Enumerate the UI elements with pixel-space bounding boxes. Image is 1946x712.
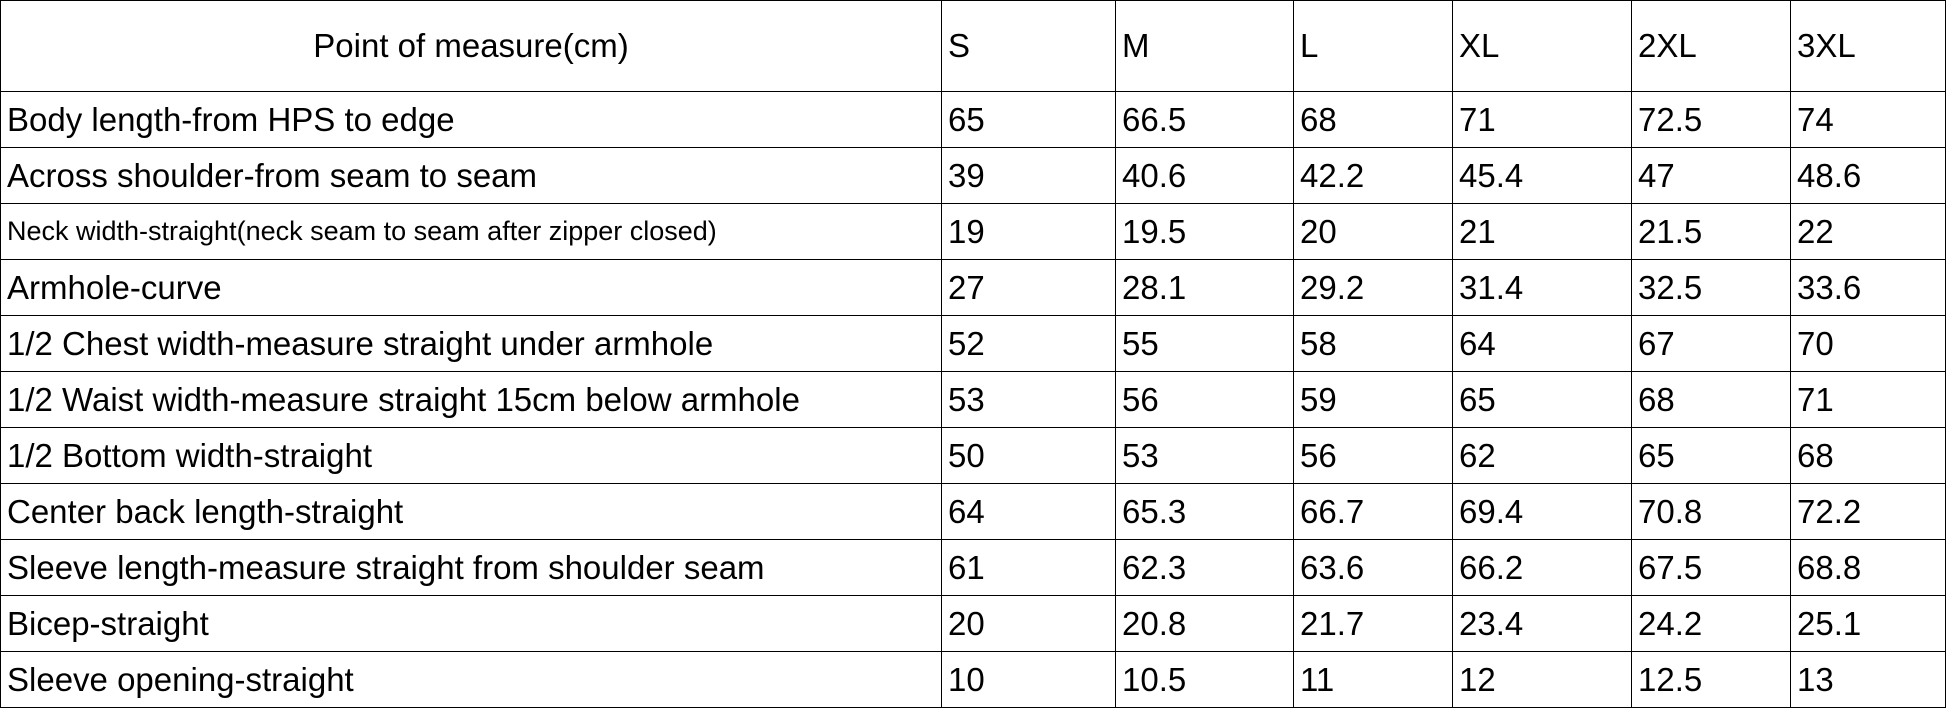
- measure-value: 64: [1452, 315, 1632, 372]
- measure-label: 1/2 Waist width-measure straight 15cm be…: [0, 371, 942, 428]
- measure-value: 50: [941, 427, 1116, 484]
- measure-value: 72.2: [1790, 483, 1946, 540]
- measure-value: 10: [941, 651, 1116, 708]
- measure-value: 13: [1790, 651, 1946, 708]
- measure-value: 67.5: [1631, 539, 1791, 596]
- measure-value: 20: [1293, 203, 1453, 260]
- measure-value: 74: [1790, 91, 1946, 148]
- column-header-size: M: [1115, 0, 1294, 92]
- measure-value: 40.6: [1115, 147, 1294, 204]
- measure-value: 19.5: [1115, 203, 1294, 260]
- table-row: Across shoulder-from seam to seam 39 40.6 4…: [0, 147, 1946, 204]
- measure-value: 65.3: [1115, 483, 1294, 540]
- measure-value: 56: [1115, 371, 1294, 428]
- measure-value: 11: [1293, 651, 1453, 708]
- measure-value: 21.5: [1631, 203, 1791, 260]
- table-row: 1/2 Waist width-measure straight 15cm be…: [0, 371, 1946, 428]
- measure-value: 53: [941, 371, 1116, 428]
- measure-value: 62.3: [1115, 539, 1294, 596]
- measure-value: 63.6: [1293, 539, 1453, 596]
- measure-value: 47: [1631, 147, 1791, 204]
- measure-value: 68: [1631, 371, 1791, 428]
- table-row: Sleeve length-measure straight from shou…: [0, 539, 1946, 596]
- measure-value: 28.1: [1115, 259, 1294, 316]
- measure-label: Armhole-curve: [0, 259, 942, 316]
- measure-value: 62: [1452, 427, 1632, 484]
- measure-label: Across shoulder-from seam to seam: [0, 147, 942, 204]
- measure-value: 64: [941, 483, 1116, 540]
- measure-value: 68: [1790, 427, 1946, 484]
- header-row: Point of measure(cm) S M L XL 2XL 3XL: [0, 0, 1946, 92]
- measure-value: 31.4: [1452, 259, 1632, 316]
- measure-label: Sleeve length-measure straight from shou…: [0, 539, 942, 596]
- measure-value: 19: [941, 203, 1116, 260]
- column-header-size: L: [1293, 0, 1453, 92]
- measure-value: 65: [1452, 371, 1632, 428]
- measure-value: 21: [1452, 203, 1632, 260]
- table-row: 1/2 Chest width-measure straight under a…: [0, 315, 1946, 372]
- table-row: Neck width-straight(neck seam to seam af…: [0, 203, 1946, 260]
- measure-value: 66.7: [1293, 483, 1453, 540]
- measure-label: 1/2 Bottom width-straight: [0, 427, 942, 484]
- measure-value: 59: [1293, 371, 1453, 428]
- column-header-measure: Point of measure(cm): [0, 0, 942, 92]
- measure-label: Sleeve opening-straight: [0, 651, 942, 708]
- measure-value: 66.5: [1115, 91, 1294, 148]
- measure-label: 1/2 Chest width-measure straight under a…: [0, 315, 942, 372]
- measure-value: 39: [941, 147, 1116, 204]
- table-row: Armhole-curve 27 28.1 29.2 31.4 32.5 33.6: [0, 259, 1946, 316]
- table-row: 1/2 Bottom width-straight 50 53 56 62 65 68: [0, 427, 1946, 484]
- measure-value: 71: [1452, 91, 1632, 148]
- measure-value: 22: [1790, 203, 1946, 260]
- measure-label: Center back length-straight: [0, 483, 942, 540]
- table-row: Center back length-straight 64 65.3 66.7 69.…: [0, 483, 1946, 540]
- measure-value: 33.6: [1790, 259, 1946, 316]
- measure-value: 27: [941, 259, 1116, 316]
- measure-label: Body length-from HPS to edge: [0, 91, 942, 148]
- measure-value: 42.2: [1293, 147, 1453, 204]
- measure-value: 65: [1631, 427, 1791, 484]
- measure-value: 61: [941, 539, 1116, 596]
- measure-value: 70.8: [1631, 483, 1791, 540]
- measure-value: 29.2: [1293, 259, 1453, 316]
- measure-value: 23.4: [1452, 595, 1632, 652]
- measure-value: 10.5: [1115, 651, 1294, 708]
- measure-label: Neck width-straight(neck seam to seam af…: [0, 203, 942, 260]
- table-row: Body length-from HPS to edge 65 66.5 68 71 72…: [0, 91, 1946, 148]
- measure-value: 70: [1790, 315, 1946, 372]
- measure-value: 66.2: [1452, 539, 1632, 596]
- measure-value: 55: [1115, 315, 1294, 372]
- measure-value: 56: [1293, 427, 1453, 484]
- measure-value: 24.2: [1631, 595, 1791, 652]
- measure-value: 53: [1115, 427, 1294, 484]
- measure-value: 45.4: [1452, 147, 1632, 204]
- measure-value: 52: [941, 315, 1116, 372]
- measure-value: 21.7: [1293, 595, 1453, 652]
- column-header-size: 3XL: [1790, 0, 1946, 92]
- measure-value: 48.6: [1790, 147, 1946, 204]
- measure-value: 25.1: [1790, 595, 1946, 652]
- measure-value: 12: [1452, 651, 1632, 708]
- column-header-size: S: [941, 0, 1116, 92]
- column-header-size: 2XL: [1631, 0, 1791, 92]
- table-row: Sleeve opening-straight 10 10.5 11 12 12.5 13: [0, 651, 1946, 708]
- measure-value: 68.8: [1790, 539, 1946, 596]
- measure-value: 20: [941, 595, 1116, 652]
- measure-value: 67: [1631, 315, 1791, 372]
- measure-value: 58: [1293, 315, 1453, 372]
- measure-value: 65: [941, 91, 1116, 148]
- measure-value: 12.5: [1631, 651, 1791, 708]
- measure-value: 69.4: [1452, 483, 1632, 540]
- measure-value: 20.8: [1115, 595, 1294, 652]
- measure-value: 71: [1790, 371, 1946, 428]
- table-row: Bicep-straight 20 20.8 21.7 23.4 24.2 25.1: [0, 595, 1946, 652]
- measure-value: 32.5: [1631, 259, 1791, 316]
- measure-value: 72.5: [1631, 91, 1791, 148]
- column-header-size: XL: [1452, 0, 1632, 92]
- measure-label: Bicep-straight: [0, 595, 942, 652]
- measure-value: 68: [1293, 91, 1453, 148]
